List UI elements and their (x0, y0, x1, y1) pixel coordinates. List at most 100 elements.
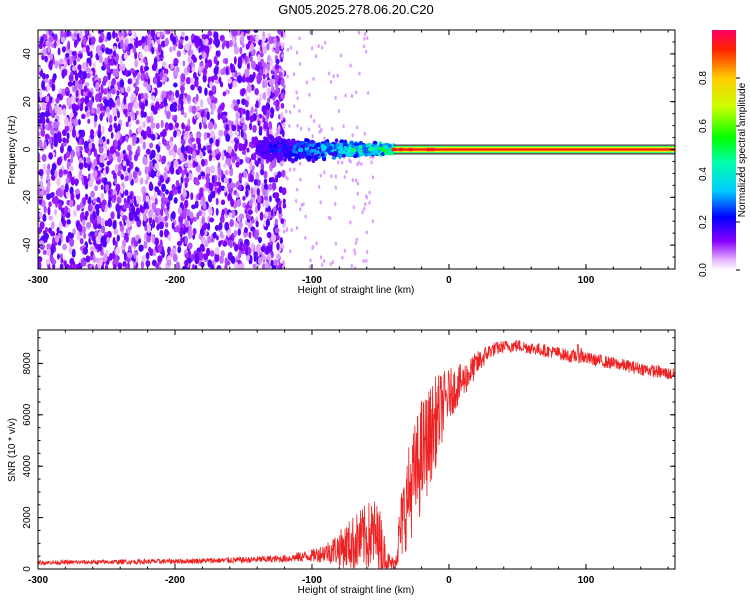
spectrogram-noise-cell (160, 119, 164, 129)
spectrogram-noise-cell (38, 42, 43, 50)
spectrogram-noise-cell (262, 73, 266, 80)
spectrogram-noise-cell (98, 54, 103, 64)
spectrogram-signal-cell (335, 143, 340, 148)
spectrogram-faint-cell (295, 198, 298, 203)
spectrogram-noise-cell (116, 213, 121, 220)
spectrogram-noise-cell (216, 148, 220, 154)
spectrogram-noise-cell (82, 46, 86, 53)
spectrogram-noise-cell (274, 63, 280, 70)
spectrogram-signal-cell (269, 137, 274, 141)
spectrogram-noise-cell (265, 102, 271, 111)
spectrogram-faint-cell (349, 159, 352, 164)
spectrogram-noise-cell (120, 210, 124, 217)
spectrogram-noise-cell (71, 248, 76, 258)
spectrogram-faint-cell (349, 220, 352, 225)
spectrogram-noise-cell (182, 60, 186, 67)
spectrogram-noise-cell (83, 232, 87, 239)
spectrogram-noise-cell (263, 121, 268, 130)
spectrogram-noise-cell (76, 204, 81, 212)
spectrogram-noise-cell (113, 45, 117, 52)
spectrogram-faint-cell (286, 47, 290, 52)
spectrogram-noise-cell (249, 122, 253, 131)
spectrogram-noise-cell (95, 81, 100, 91)
spectrogram-noise-cell (96, 106, 101, 115)
spectrogram-noise-cell (74, 72, 79, 81)
spectrogram-faint-cell (363, 206, 366, 211)
spectrogram-noise-cell (205, 166, 211, 175)
spectrogram-faint-cell (368, 200, 371, 205)
spectrogram-faint-cell (276, 261, 279, 266)
spectrogram-signal-cell (360, 151, 364, 157)
spectrogram-noise-cell (97, 224, 102, 230)
spectrogram-noise-cell (51, 109, 55, 117)
spectrogram-noise-cell (51, 83, 56, 92)
spectrogram-noise-cell (220, 102, 225, 111)
spectrogram-noise-cell (191, 105, 197, 115)
spectrogram-noise-cell (214, 187, 218, 193)
spectrogram-noise-cell (83, 160, 87, 168)
spectrogram-noise-cell (244, 56, 248, 63)
spectrogram-noise-cell (56, 253, 60, 260)
spectrogram-noise-cell (208, 207, 213, 216)
spectrogram-noise-cell (180, 236, 184, 244)
spectrogram-noise-cell (140, 260, 145, 269)
spectrogram-noise-cell (134, 59, 139, 68)
spectrogram-noise-cell (162, 192, 166, 202)
snr-ytick-label: 4000 (22, 455, 33, 478)
spectrogram-noise-cell (169, 140, 174, 148)
spectrogram-signal-cell (331, 156, 337, 160)
spectrogram-noise-cell (225, 124, 230, 131)
spectrogram-noise-cell (248, 74, 254, 83)
colorbar: 0.0 0.2 0.4 0.6 0.8 Normalized spectral ampl… (698, 30, 748, 277)
spectrogram-noise-cell (67, 81, 73, 87)
spectrogram-noise-cell (146, 126, 151, 135)
spectrogram-noise-cell (187, 172, 193, 181)
spectrogram-noise-cell (208, 154, 213, 162)
spectrogram-noise-cell (137, 170, 142, 176)
spectrogram-noise-cell (156, 207, 161, 216)
spectrogram-noise-cell (120, 86, 125, 94)
spectrogram-faint-cell (299, 126, 303, 131)
spectrogram-noise-cell (245, 156, 250, 164)
spectrogram-noise-cell (53, 209, 58, 216)
spectrogram-noise-cell (190, 253, 195, 262)
spectrogram-noise-cell (190, 49, 194, 56)
spectrogram-noise-cell (250, 60, 257, 70)
spectrogram-noise-cell (241, 143, 247, 151)
spectrogram-noise-cell (96, 153, 100, 163)
spectrogram-faint-cell (299, 177, 302, 182)
spectrogram-noise-cell (188, 154, 192, 161)
spectrogram-noise-cell (145, 252, 150, 260)
spectrogram-noise-cell (188, 224, 192, 232)
spectrogram-noise-cell (184, 253, 190, 259)
spectrogram-faint-cell (319, 200, 322, 205)
spectrogram-noise-cell (160, 131, 164, 137)
spectrogram-noise-cell (202, 116, 207, 124)
spectrogram-noise-cell (139, 204, 143, 212)
spectrogram-faint-cell (290, 228, 293, 233)
spectrogram-noise-cell (224, 169, 229, 176)
spectrogram-noise-cell (257, 236, 263, 244)
spectrogram-noise-cell (211, 259, 216, 266)
spectrogram-noise-cell (166, 202, 170, 211)
spectrogram-noise-cell (96, 215, 102, 223)
spectrogram-noise-cell (61, 69, 66, 79)
spectrogram-noise-cell (146, 174, 150, 181)
spectrogram-noise-cell (173, 58, 179, 65)
spectrogram-noise-cell (167, 233, 172, 242)
spectrogram-noise-cell (265, 218, 270, 227)
spectrogram-noise-cell (142, 192, 147, 202)
spectrogram-noise-cell (193, 35, 199, 45)
spectrogram-noise-cell (119, 220, 123, 227)
spectrogram-noise-cell (118, 30, 122, 37)
spectrogram-noise-cell (92, 254, 96, 264)
spectrogram-noise-cell (179, 93, 184, 100)
spectrogram-noise-cell (246, 30, 251, 34)
spectrogram-noise-cell (122, 42, 126, 51)
spectrogram-noise-cell (252, 124, 257, 133)
spectrogram-noise-cell (59, 189, 64, 198)
spectrogram-faint-cell (295, 50, 299, 55)
spectrogram-noise-cell (264, 261, 269, 269)
spectrogram-noise-cell (85, 44, 90, 54)
spectrogram-faint-cell (365, 258, 368, 263)
